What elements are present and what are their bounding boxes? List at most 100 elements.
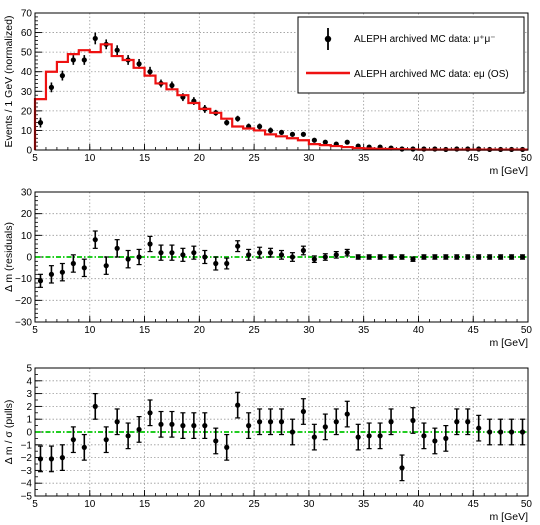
data-point bbox=[48, 271, 55, 277]
data-point bbox=[202, 254, 208, 260]
x-tick-label: 15 bbox=[139, 153, 151, 164]
data-point bbox=[37, 278, 44, 284]
data-point bbox=[311, 137, 317, 143]
data-point bbox=[81, 57, 87, 63]
data-point bbox=[355, 434, 361, 440]
data-point bbox=[213, 438, 219, 444]
data-point bbox=[224, 260, 230, 267]
data-point bbox=[377, 254, 383, 260]
data-point bbox=[136, 61, 142, 67]
x-tick-label: 25 bbox=[249, 499, 261, 510]
x-tick-label: 50 bbox=[521, 153, 533, 164]
data-point bbox=[256, 250, 263, 256]
data-point bbox=[191, 250, 197, 256]
x-tick-label: 35 bbox=[358, 499, 370, 510]
data-point bbox=[476, 254, 482, 260]
data-point bbox=[169, 421, 175, 427]
data-point bbox=[487, 429, 493, 435]
x-tick-label: 40 bbox=[413, 325, 425, 336]
legend-label: ALEPH archived MC data: eμ (OS) bbox=[354, 69, 509, 80]
data-point bbox=[388, 419, 394, 425]
data-point bbox=[92, 403, 98, 409]
data-point bbox=[235, 243, 241, 249]
data-point bbox=[114, 47, 120, 53]
legend-label: ALEPH archived MC data: μ⁺μ⁻ bbox=[354, 34, 496, 45]
x-tick-label: 45 bbox=[468, 153, 480, 164]
mc-histogram-line bbox=[33, 43, 528, 151]
y-tick-label: −2 bbox=[21, 453, 33, 464]
data-point bbox=[267, 419, 274, 425]
data-point bbox=[355, 254, 361, 260]
data-point bbox=[300, 247, 307, 254]
data-point bbox=[443, 254, 449, 260]
data-point bbox=[114, 245, 120, 251]
data-point bbox=[443, 435, 449, 441]
x-tick-label: 30 bbox=[303, 499, 315, 510]
data-point bbox=[399, 254, 405, 260]
data-point bbox=[256, 123, 263, 130]
y-tick-label: 4 bbox=[26, 376, 32, 387]
data-point bbox=[147, 69, 153, 75]
x-tick-label: 50 bbox=[521, 325, 533, 336]
x-tick-label: 5 bbox=[32, 499, 38, 510]
data-point bbox=[344, 411, 350, 417]
data-point bbox=[289, 131, 296, 137]
data-point bbox=[59, 455, 65, 461]
y-tick-label: 30 bbox=[21, 87, 33, 98]
x-tick-label: 10 bbox=[84, 499, 96, 510]
data-point bbox=[70, 260, 76, 267]
data-point bbox=[333, 419, 339, 425]
x-tick-label: 30 bbox=[303, 153, 315, 164]
data-point bbox=[147, 410, 153, 416]
data-point bbox=[37, 120, 44, 126]
data-point bbox=[158, 250, 164, 256]
y-tick-label: −10 bbox=[15, 274, 32, 285]
data-point bbox=[388, 254, 394, 260]
data-point bbox=[322, 424, 328, 430]
data-point bbox=[81, 265, 87, 271]
data-point bbox=[278, 129, 285, 135]
y-tick-label: 20 bbox=[21, 209, 33, 220]
x-axis-label: m [GeV] bbox=[489, 511, 528, 523]
x-tick-label: 20 bbox=[194, 153, 206, 164]
x-tick-label: 25 bbox=[249, 153, 261, 164]
data-point bbox=[180, 423, 186, 429]
data-point bbox=[278, 252, 285, 258]
data-point bbox=[519, 254, 526, 260]
data-point bbox=[289, 254, 296, 260]
x-tick-label: 30 bbox=[303, 325, 315, 336]
data-point bbox=[465, 254, 471, 260]
data-point bbox=[169, 82, 175, 89]
data-point bbox=[399, 465, 405, 471]
y-tick-label: 3 bbox=[26, 389, 32, 400]
x-tick-label: 15 bbox=[139, 499, 151, 510]
y-tick-label: 60 bbox=[21, 28, 33, 39]
x-tick-label: 20 bbox=[194, 325, 206, 336]
y-tick-label: 0 bbox=[26, 253, 32, 264]
data-point bbox=[92, 35, 98, 42]
data-point bbox=[322, 254, 328, 260]
data-point bbox=[136, 254, 142, 260]
x-tick-label: 10 bbox=[84, 325, 96, 336]
x-tick-label: 40 bbox=[413, 499, 425, 510]
y-tick-label: −30 bbox=[15, 318, 32, 329]
legend-box bbox=[297, 16, 525, 94]
data-point bbox=[125, 256, 131, 262]
x-tick-label: 20 bbox=[194, 499, 206, 510]
y-tick-label: −3 bbox=[21, 466, 33, 477]
data-point bbox=[366, 254, 372, 260]
data-point bbox=[235, 402, 241, 408]
data-point bbox=[224, 120, 230, 126]
y-tick-label: −5 bbox=[21, 492, 33, 503]
y-tick-label: 10 bbox=[21, 126, 33, 137]
data-point bbox=[59, 73, 65, 79]
x-tick-label: 50 bbox=[521, 499, 533, 510]
y-tick-label: −4 bbox=[21, 479, 33, 490]
data-point bbox=[344, 139, 350, 145]
data-point bbox=[169, 250, 175, 256]
data-point bbox=[454, 419, 460, 425]
data-point bbox=[136, 426, 142, 433]
data-point bbox=[48, 84, 55, 90]
x-tick-label: 40 bbox=[413, 153, 425, 164]
